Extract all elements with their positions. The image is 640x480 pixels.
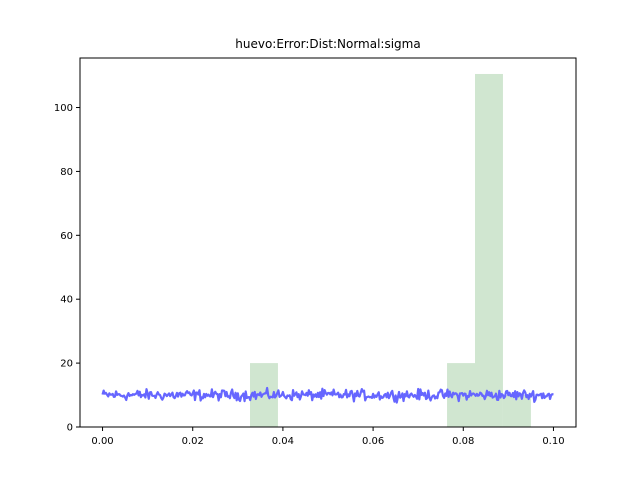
y-tick-label: 20 xyxy=(60,359,73,370)
y-tick-label: 0 xyxy=(67,423,73,434)
x-tick-label: 0.02 xyxy=(182,436,204,447)
x-tick-label: 0.08 xyxy=(452,436,474,447)
x-tick-label: 0.00 xyxy=(91,436,113,447)
histogram-bars xyxy=(249,73,531,427)
y-axis: 0 20 40 60 80 100 xyxy=(54,103,80,434)
x-tick-label: 0.04 xyxy=(272,436,294,447)
y-tick-label: 100 xyxy=(54,103,73,114)
y-tick-label: 60 xyxy=(60,231,73,242)
line-series xyxy=(101,386,554,404)
x-tick-label: 0.06 xyxy=(362,436,384,447)
chart-title: huevo:Error:Dist:Normal:sigma xyxy=(235,37,420,51)
histogram-bar-3 xyxy=(502,395,531,427)
x-tick-label: 0.10 xyxy=(542,436,564,447)
y-tick-label: 80 xyxy=(60,167,73,178)
x-axis: 0.00 0.02 0.04 0.06 0.08 0.10 xyxy=(91,427,565,447)
histogram-bar-2 xyxy=(474,73,503,427)
y-tick-label: 40 xyxy=(60,295,73,306)
line-series-path xyxy=(101,386,554,404)
plot-frame xyxy=(79,57,577,428)
